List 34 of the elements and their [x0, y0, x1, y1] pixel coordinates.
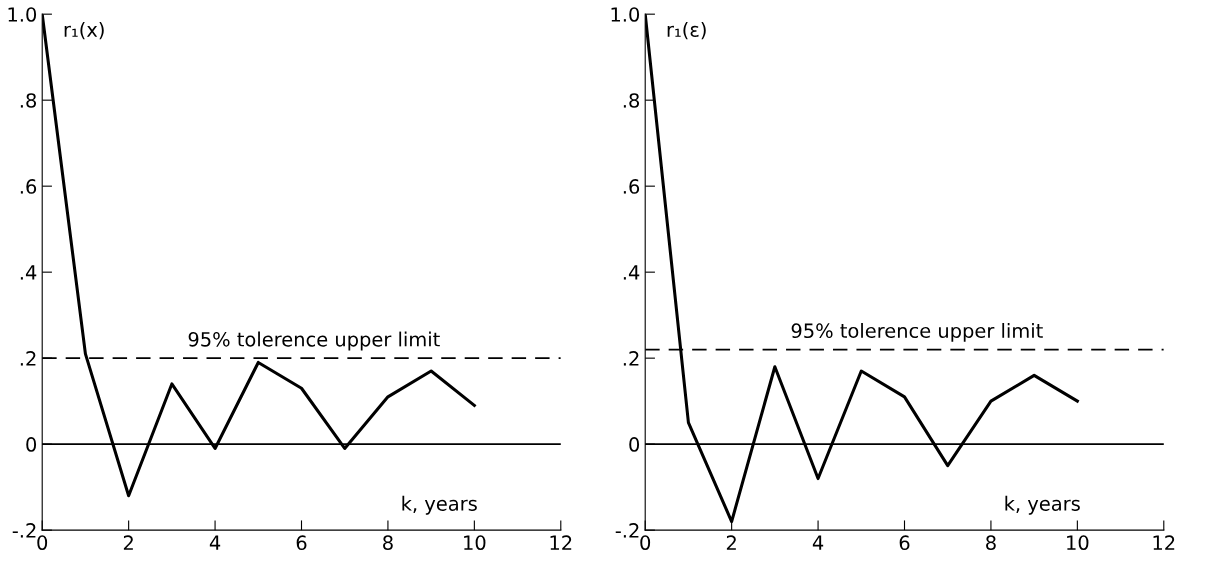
- x-tick-label: 2: [123, 535, 133, 550]
- y-tick-label: .4: [623, 265, 640, 280]
- x-tick-label: 0: [640, 535, 651, 551]
- y-tick-label: 1.0: [611, 7, 640, 22]
- y-tick-label: .2: [20, 351, 36, 366]
- ref-line-label: 95% tolerence upper limit: [188, 331, 440, 351]
- y-tick-label: 0: [629, 437, 640, 452]
- y-tick-label: -.2: [12, 523, 36, 538]
- y-axis-title: r₁(ε): [667, 21, 706, 40]
- x-axis-title: k, years: [1005, 495, 1080, 515]
- y-tick-label: .6: [20, 179, 37, 194]
- x-tick-label: 12: [550, 535, 572, 550]
- ref-line-label: 95% tolerence upper limit: [791, 323, 1043, 342]
- x-tick-label: 10: [1067, 535, 1089, 551]
- y-axis-title: r₁(x): [64, 21, 104, 40]
- x-tick-label: 12: [1153, 535, 1175, 550]
- x-tick-label: 0: [37, 535, 48, 551]
- x-tick-label: 8: [383, 535, 393, 551]
- y-tick-label: 1.0: [8, 7, 37, 22]
- x-tick-label: 4: [812, 535, 824, 550]
- y-tick-label: 0: [26, 437, 37, 452]
- y-tick-label: .8: [20, 93, 37, 108]
- y-tick-label: .8: [623, 93, 640, 108]
- x-tick-label: 10: [464, 535, 486, 551]
- y-tick-label: .2: [623, 351, 639, 366]
- x-axis-title: k, years: [402, 495, 477, 515]
- y-tick-label: .4: [20, 265, 37, 280]
- x-tick-label: 6: [296, 535, 307, 551]
- y-tick-label: .6: [623, 179, 640, 194]
- x-tick-label: 8: [986, 535, 996, 551]
- x-tick-label: 2: [726, 535, 736, 550]
- y-tick-label: -.2: [615, 523, 639, 538]
- x-tick-label: 6: [899, 535, 910, 551]
- x-tick-label: 4: [209, 535, 221, 550]
